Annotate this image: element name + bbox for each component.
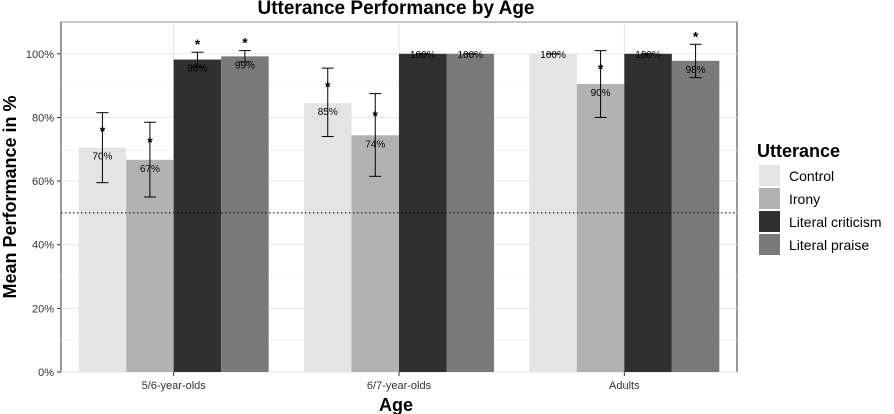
significance-star: * bbox=[242, 35, 248, 51]
significance-star: * bbox=[373, 107, 379, 123]
significance-star: * bbox=[147, 134, 153, 150]
y-axis-title: Mean Performance in % bbox=[0, 95, 20, 298]
bar bbox=[221, 56, 269, 372]
significance-star: * bbox=[325, 79, 331, 95]
significance-star: * bbox=[598, 60, 604, 76]
data-label: 67% bbox=[140, 164, 160, 175]
data-label: 90% bbox=[591, 88, 611, 99]
x-tick-label: 6/7-year-olds bbox=[367, 380, 432, 392]
bar bbox=[576, 84, 625, 372]
data-label: 99% bbox=[235, 60, 255, 71]
chart-title: Utterance Performance by Age bbox=[257, 0, 534, 19]
x-tick-label: Adults bbox=[609, 380, 640, 392]
data-label: 98% bbox=[686, 65, 706, 76]
legend-label: Irony bbox=[789, 191, 820, 207]
legend-label: Literal praise bbox=[789, 237, 869, 253]
legend-key bbox=[759, 211, 780, 232]
bar bbox=[624, 53, 672, 373]
legend-key bbox=[759, 188, 780, 209]
bars bbox=[78, 53, 720, 373]
significance-star: * bbox=[693, 28, 699, 44]
y-tick-label: 0% bbox=[38, 367, 54, 379]
data-label: 100% bbox=[635, 50, 661, 61]
legend-title: Utterance bbox=[757, 141, 840, 161]
legend: Utterance Control Irony Literal criticism L… bbox=[757, 141, 882, 255]
y-tick-label: 20% bbox=[32, 303, 54, 315]
bar bbox=[399, 53, 447, 373]
x-tick-label: 5/6-year-olds bbox=[142, 380, 207, 392]
data-label: 85% bbox=[318, 107, 338, 118]
x-axis-title: Age bbox=[379, 395, 413, 414]
data-label: 98% bbox=[187, 64, 207, 75]
data-label: 74% bbox=[365, 139, 385, 150]
data-label: 100% bbox=[540, 50, 566, 61]
error-bars bbox=[96, 43, 702, 198]
bar bbox=[173, 59, 222, 372]
legend-label: Literal criticism bbox=[789, 214, 882, 230]
bar bbox=[671, 60, 720, 373]
significance-star: * bbox=[195, 36, 201, 52]
bar bbox=[304, 103, 352, 373]
legend-key bbox=[759, 165, 780, 186]
data-label: 70% bbox=[92, 152, 112, 163]
y-axis: 0% 20% 40% 60% 80% 100% bbox=[26, 49, 61, 379]
data-label: 100% bbox=[457, 50, 483, 61]
data-label: 100% bbox=[410, 50, 436, 61]
bar bbox=[78, 147, 127, 372]
y-tick-label: 40% bbox=[32, 240, 54, 252]
legend-label: Control bbox=[789, 168, 834, 184]
significance-star: * bbox=[100, 123, 106, 139]
legend-key bbox=[759, 234, 780, 255]
x-axis: 5/6-year-olds 6/7-year-olds Adults bbox=[142, 372, 640, 392]
data-labels: 70% * 85% * 100% 67% * 74% * 90% * 98% * 100% 100% 99% *… bbox=[92, 28, 706, 175]
y-tick-label: 80% bbox=[32, 112, 54, 124]
y-tick-label: 100% bbox=[26, 49, 54, 61]
y-tick-label: 60% bbox=[32, 176, 54, 188]
